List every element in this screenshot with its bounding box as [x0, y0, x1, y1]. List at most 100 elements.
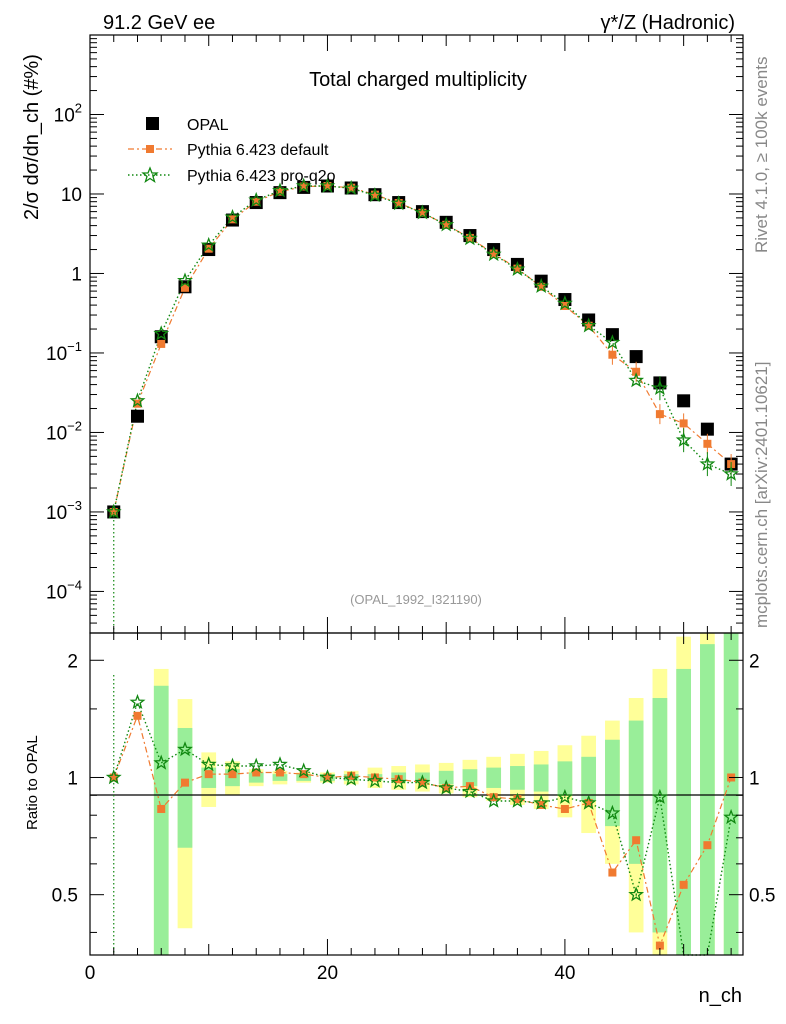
- point-proq2o-34: [485, 246, 502, 262]
- point-proq2o-6: [153, 325, 170, 341]
- legend-marker-default: [146, 145, 154, 153]
- legend-label-opal: OPAL: [187, 117, 229, 134]
- band-stat-46: [628, 720, 644, 864]
- axis-ticks: 102 10 1 10−1 10−2 10−3 10−4 2 2 1 1 0.5 0.5 0 20 40: [46, 35, 775, 984]
- point-proq2o-38: [533, 277, 550, 293]
- point-default-32: [465, 233, 474, 242]
- point-proq2o-42: [580, 317, 597, 333]
- band-stat-42: [581, 756, 597, 802]
- ratio-point-proq2o-38: [533, 794, 550, 810]
- chart-title: Total charged multiplicity: [309, 69, 527, 91]
- legend-label-default: Pythia 6.423 default: [187, 142, 329, 159]
- point-proq2o-44: [604, 334, 621, 350]
- ratio-point-proq2o-20: [319, 769, 336, 785]
- band-stat-32: [462, 769, 478, 787]
- legend-marker-proq2o: [141, 166, 159, 184]
- point-opal-52: [700, 422, 714, 436]
- point-proq2o-14: [248, 191, 265, 208]
- point-proq2o-20: [319, 177, 336, 193]
- ratio-point-proq2o-18: [295, 762, 312, 778]
- band-stat-54: [723, 633, 739, 955]
- band-stat-38: [533, 764, 549, 792]
- y-axis-label-main: 2/σ dσ/dn_ch (#%): [21, 54, 43, 220]
- point-proq2o-8: [177, 272, 193, 288]
- ratio-point-proq2o-32: [461, 783, 478, 799]
- analysis-id: (OPAL_1992_I321190): [350, 592, 482, 607]
- point-proq2o-40: [556, 295, 573, 311]
- ratio-point-proq2o-46: [628, 886, 645, 902]
- line-pythia-proq2o: [113, 185, 732, 513]
- x-axis-label: n_ch: [699, 985, 742, 1007]
- ratio-point-proq2o-54: [723, 808, 740, 825]
- ytick-label-1: 1: [71, 264, 82, 285]
- point-proq2o-10: [200, 236, 217, 252]
- xtick-label-20: 20: [317, 963, 338, 984]
- point-proq2o-48: [651, 379, 668, 395]
- point-proq2o-26: [390, 195, 407, 211]
- point-proq2o-22: [343, 179, 360, 195]
- ytick-label-10^-1: 10−1: [46, 339, 82, 365]
- point-opal-4: [130, 409, 144, 423]
- ratio-point-default-26: [394, 775, 403, 784]
- ratio-point-proq2o-42: [580, 794, 597, 810]
- ytick-ratio-label-right-2: 2: [749, 651, 760, 672]
- point-proq2o-54: [723, 465, 740, 481]
- ratio-uncertainty-bands: [153, 633, 739, 955]
- ratio-point-proq2o-6: [153, 754, 170, 770]
- header-right: γ*/Z (Hadronic): [601, 12, 735, 34]
- point-proq2o-50: [675, 431, 692, 447]
- ratio-point-default-12: [228, 770, 237, 779]
- ratio-point-default-40: [560, 804, 569, 813]
- ratio-point-proq2o-2: [105, 769, 122, 785]
- point-default-42: [584, 321, 593, 330]
- line-pythia-default: [113, 185, 732, 513]
- band-stat-50: [676, 668, 691, 955]
- ytick-label-10: 10: [61, 185, 82, 206]
- series-layer: [105, 177, 740, 956]
- legend: OPAL Pythia 6.423 default Pythia 6.423 p…: [128, 117, 336, 185]
- band-stat-40: [557, 761, 573, 796]
- svg-text:2/σ dσ/dn_ch (#%): 2/σ dσ/dn_ch (#%): [21, 54, 43, 220]
- xtick-label-0: 0: [85, 963, 96, 984]
- mcplots-label: mcplots.cern.ch [arXiv:2401.10621]: [752, 361, 771, 628]
- point-default-20: [323, 182, 332, 191]
- point-default-28: [418, 208, 427, 217]
- ratio-point-default-24: [370, 773, 379, 782]
- band-stat-16: [272, 774, 288, 781]
- ratio-point-default-22: [347, 771, 356, 780]
- ratio-point-default-20: [323, 773, 332, 782]
- ratio-point-proq2o-44: [604, 804, 621, 820]
- point-default-26: [394, 199, 403, 208]
- point-proq2o-4: [129, 392, 146, 408]
- band-stat-52: [700, 644, 715, 955]
- xtick-label-40: 40: [554, 963, 575, 984]
- ytick-ratio-label-0.5: 0.5: [52, 886, 78, 907]
- point-default-36: [513, 264, 522, 273]
- point-default-46: [632, 367, 641, 376]
- point-default-34: [489, 249, 498, 258]
- ratio-point-default-4: [133, 711, 142, 720]
- ratio-panel-frame: [89, 632, 744, 956]
- band-stat-34: [486, 767, 502, 788]
- ratio-point-default-50: [679, 880, 688, 889]
- point-proq2o-30: [438, 216, 455, 232]
- ratio-point-proq2o-40: [556, 788, 573, 804]
- point-proq2o-36: [509, 260, 526, 276]
- band-stat-30: [438, 770, 454, 785]
- rivet-label: Rivet 4.1.0, ≥ 100k events: [752, 56, 771, 253]
- ytick-label-10^-2: 10−2: [46, 418, 82, 444]
- ratio-point-default-6: [157, 804, 166, 813]
- point-default-16: [275, 187, 284, 196]
- point-default-8: [180, 283, 189, 292]
- ytick-ratio-label-right-1: 1: [749, 768, 760, 789]
- ratio-point-default-44: [608, 868, 617, 877]
- point-proq2o-12: [224, 208, 241, 224]
- ytick-ratio-label-right-0.5: 0.5: [749, 886, 775, 907]
- ratio-point-default-8: [180, 778, 189, 787]
- point-opal-46: [629, 350, 643, 364]
- point-default-14: [252, 197, 261, 206]
- ratio-point-proq2o-30: [438, 779, 455, 795]
- svg-text:Ratio to OPAL: Ratio to OPAL: [24, 735, 41, 830]
- ratio-point-proq2o-4: [129, 693, 146, 709]
